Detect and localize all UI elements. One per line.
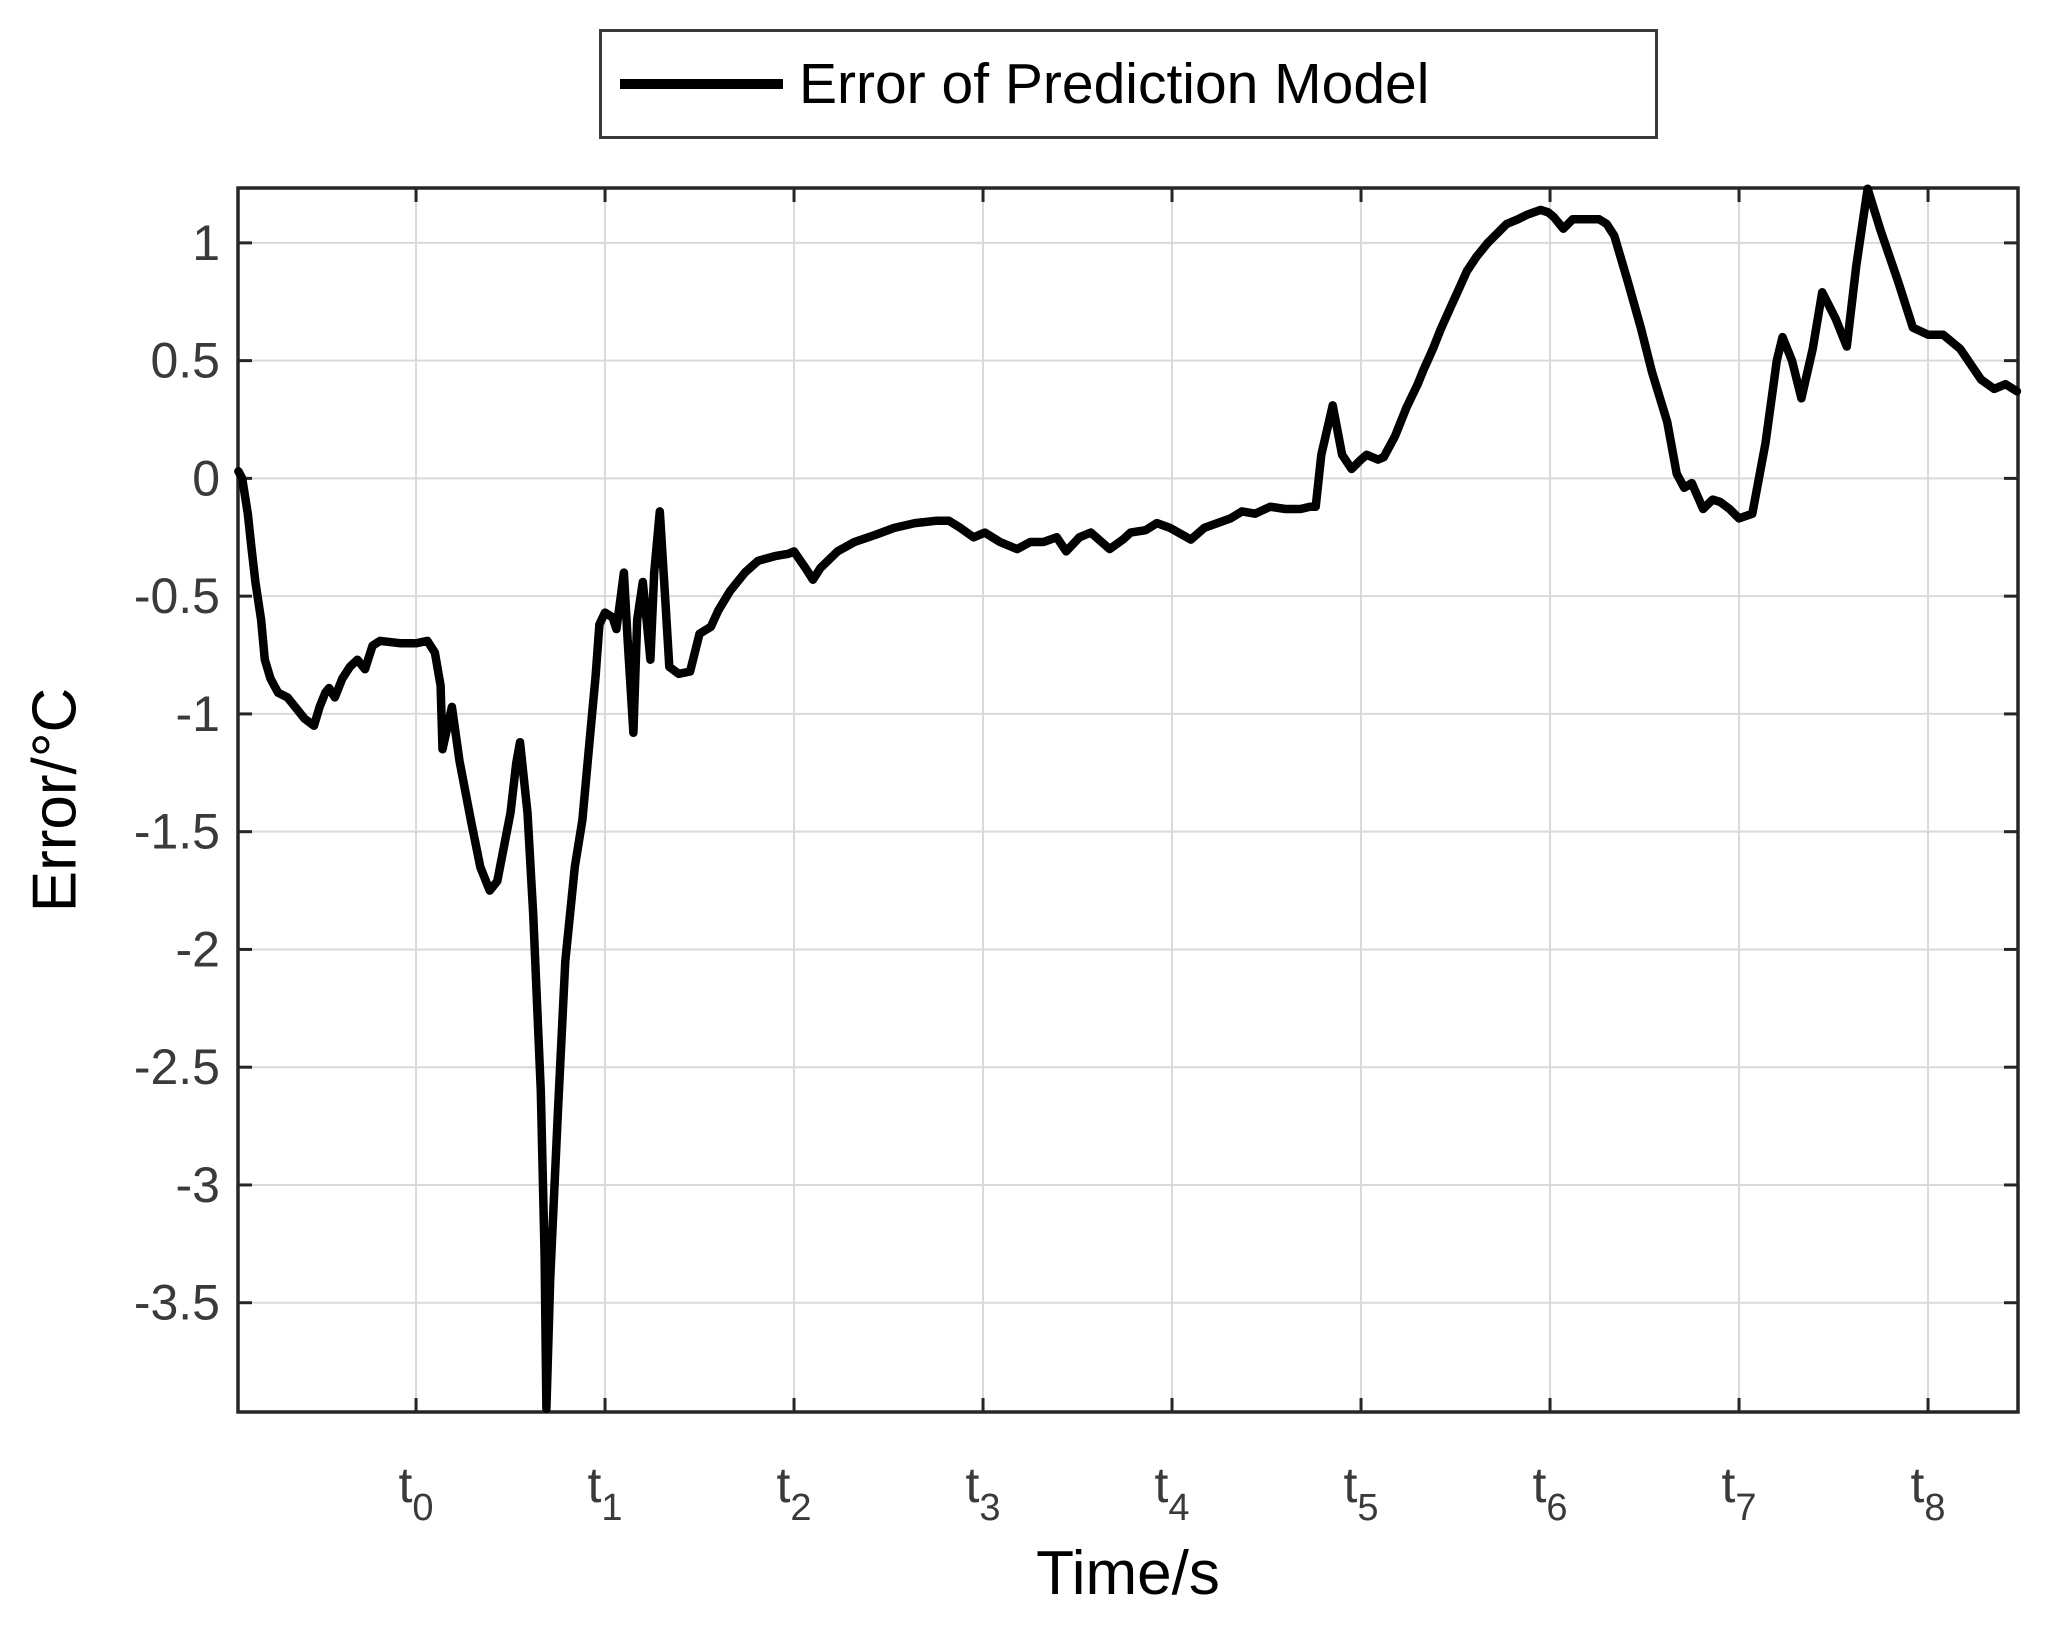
x-tick-label: t6 (1533, 1457, 1568, 1529)
error-series-line (234, 184, 2022, 1413)
y-tick-label: -1.5 (134, 804, 220, 860)
x-axis-label: Time/s (1036, 1539, 1220, 1608)
x-tick-label: t4 (1155, 1457, 1190, 1529)
y-tick-label: -1 (176, 686, 220, 742)
x-tick-label: t0 (399, 1457, 434, 1529)
x-tick-label: t7 (1722, 1457, 1757, 1529)
y-tick-label: 0 (192, 450, 220, 506)
y-tick-label: -2.5 (134, 1039, 220, 1095)
x-tick-label: t5 (1344, 1457, 1379, 1529)
y-tick-label: -3 (176, 1157, 220, 1213)
axes-frame (236, 186, 2020, 1414)
y-axis-label: Error/°C (20, 687, 90, 913)
legend: Error of Prediction Model (599, 29, 1658, 139)
x-tick-label: t2 (777, 1457, 812, 1529)
y-tick-label: -3.5 (134, 1275, 220, 1331)
legend-line-sample (620, 79, 783, 89)
legend-label: Error of Prediction Model (799, 51, 1430, 116)
y-tick-label: 0.5 (150, 333, 220, 389)
y-tick-label: -2 (176, 921, 220, 977)
x-tick-label: t1 (588, 1457, 623, 1529)
x-tick-label: t3 (966, 1457, 1001, 1529)
y-tick-label: 1 (192, 215, 220, 271)
x-tick-label: t8 (1911, 1457, 1946, 1529)
y-tick-label: -0.5 (134, 568, 220, 624)
